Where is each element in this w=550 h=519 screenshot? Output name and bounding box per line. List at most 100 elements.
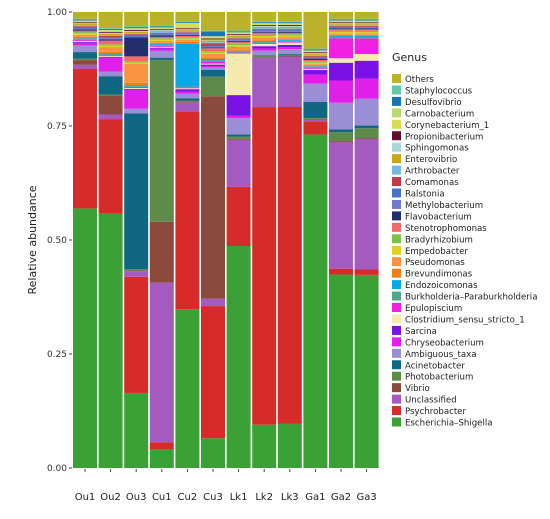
bar-segment-ga2-9 xyxy=(329,58,353,63)
bar-segment-ou2-16 xyxy=(98,44,123,46)
bar-segment-cu3-16 xyxy=(201,51,225,53)
legend-label: Arthrobacter xyxy=(405,167,460,177)
bar-segment-ga2-28 xyxy=(329,19,353,21)
bar-segment-ou3-0 xyxy=(124,392,149,468)
bar-segment-lk2-5 xyxy=(252,55,277,57)
bar-segment-ga1-10 xyxy=(303,68,328,70)
bar-segment-ou1-16 xyxy=(73,32,97,34)
bar-segment-ga3-17 xyxy=(354,29,379,31)
legend-label: Burkholderia–Paraburkholderia xyxy=(405,293,537,303)
bar-segment-ga1-22 xyxy=(303,54,328,56)
legend-swatch xyxy=(392,222,401,232)
bar-segment-ga3-24 xyxy=(354,23,379,25)
bar-segment-cu2-16 xyxy=(175,37,200,39)
legend-swatch xyxy=(392,406,401,416)
bar-segment-lk2-4 xyxy=(252,56,277,58)
bar-segment-lk1-24 xyxy=(226,35,251,36)
bar-segment-cu2-7 xyxy=(175,91,200,94)
bar-segment-lk2-23 xyxy=(252,26,277,29)
bar-segment-ou2-9 xyxy=(98,55,123,57)
bar-segment-cu3-8 xyxy=(201,64,225,66)
bar-segment-cu1-1 xyxy=(149,442,174,450)
bar-segment-cu1-18 xyxy=(149,35,174,37)
bar-segment-ou3-26 xyxy=(124,28,149,30)
bar-segment-ou1-25 xyxy=(73,22,97,24)
legend: Genus OthersStaphylococcusDesulfovibrioC… xyxy=(392,51,537,429)
bar-segment-lk2-29 xyxy=(252,21,277,23)
bar-segment-ou1-29 xyxy=(73,18,97,20)
bar-segment-ga2-4 xyxy=(329,132,353,142)
bar-segment-ga1-13 xyxy=(303,65,328,67)
bar-segment-cu2-27 xyxy=(175,22,200,24)
bar-segment-ou1-23 xyxy=(73,24,97,26)
bar-segment-lk1-10 xyxy=(226,52,251,54)
bar-segment-cu1-28 xyxy=(149,26,174,28)
bar-segment-ga2-20 xyxy=(329,26,353,28)
bar-segment-ou2-21 xyxy=(98,36,123,38)
bar-segment-lk3-22 xyxy=(277,28,302,30)
bar-segment-cu2-6 xyxy=(175,93,200,99)
bar-segment-ga3-5 xyxy=(354,125,379,129)
bar-segment-lk3-23 xyxy=(277,26,302,29)
bar-segment-lk2-15 xyxy=(252,36,277,38)
bar-segment-cu1-11 xyxy=(149,44,174,46)
bar-segment-cu2-29 xyxy=(175,21,200,22)
bar-segment-lk1-18 xyxy=(226,41,251,42)
legend-swatch xyxy=(392,394,401,404)
bar-segment-ga3-28 xyxy=(354,19,379,21)
legend-swatch xyxy=(392,348,401,358)
bar-segment-ou1-27 xyxy=(73,20,97,22)
bar-segment-lk1-7 xyxy=(226,115,251,119)
bar-segment-cu1-4 xyxy=(149,59,174,222)
x-tick-label: Cu1 xyxy=(152,492,172,503)
bar-segment-cu1-2 xyxy=(149,282,174,443)
bar-segment-cu3-22 xyxy=(201,42,225,44)
bar-segment-ou2-28 xyxy=(98,29,123,30)
bar-segment-lk1-12 xyxy=(226,50,251,52)
legend-swatch xyxy=(392,303,401,312)
legend-label: Corynebacterium_1 xyxy=(405,121,489,131)
bar-segment-lk2-12 xyxy=(252,41,277,42)
bar-segment-ou1-28 xyxy=(73,19,97,21)
bar-segment-ou3-21 xyxy=(124,34,149,36)
bar-segment-lk1-17 xyxy=(226,42,251,44)
bar-segment-lk1-5 xyxy=(226,134,251,137)
bar-segment-cu1-5 xyxy=(149,57,174,60)
bar-segment-ou3-24 xyxy=(124,30,149,32)
bars-layer xyxy=(73,12,379,468)
bar-segment-lk1-2 xyxy=(226,139,251,187)
bar-segment-ga2-10 xyxy=(329,38,353,59)
bar-segment-ou3-9 xyxy=(124,88,149,89)
x-tick-label: Ga2 xyxy=(331,492,351,503)
bar-segment-ga3-2 xyxy=(354,138,379,270)
legend-swatch xyxy=(392,154,401,164)
bar-segment-cu1-3 xyxy=(149,221,174,283)
bar-segment-lk2-3 xyxy=(252,57,277,59)
x-tick-label: Ou3 xyxy=(126,492,147,503)
bar-segment-lk3-13 xyxy=(277,38,302,40)
bar-segment-ou3-28 xyxy=(124,27,149,29)
bar-segment-ga3-7 xyxy=(354,78,379,99)
bar-segment-ou2-13 xyxy=(98,51,123,54)
bar-segment-ou2-10 xyxy=(98,54,123,56)
bar-segment-cu2-2 xyxy=(175,102,200,112)
bar-segment-ga1-16 xyxy=(303,61,328,63)
bar-segment-ga3-4 xyxy=(354,128,379,139)
bar-segment-ga1-25 xyxy=(303,52,328,54)
bar-segment-ou2-11 xyxy=(98,54,123,55)
bar-segment-ou2-20 xyxy=(98,37,123,39)
bar-segment-ou1-9 xyxy=(73,40,97,42)
bar-segment-ou3-14 xyxy=(124,63,149,83)
legend-label: Escherichia–Shigella xyxy=(405,419,492,429)
x-tick-label: Lk2 xyxy=(255,492,273,503)
bar-segment-ou2-24 xyxy=(98,32,123,34)
bar-segment-cu2-23 xyxy=(175,30,200,32)
bar-segment-lk1-25 xyxy=(226,34,251,36)
bar-segment-ga3-8 xyxy=(354,60,379,79)
bar-segment-ou3-12 xyxy=(124,85,149,87)
x-tick-label: Ou1 xyxy=(75,492,96,503)
bar-segment-ou2-30 xyxy=(98,12,123,29)
legend-swatch xyxy=(392,177,401,187)
bar-segment-cu2-11 xyxy=(175,86,200,88)
bar-segment-ou3-27 xyxy=(124,28,149,29)
